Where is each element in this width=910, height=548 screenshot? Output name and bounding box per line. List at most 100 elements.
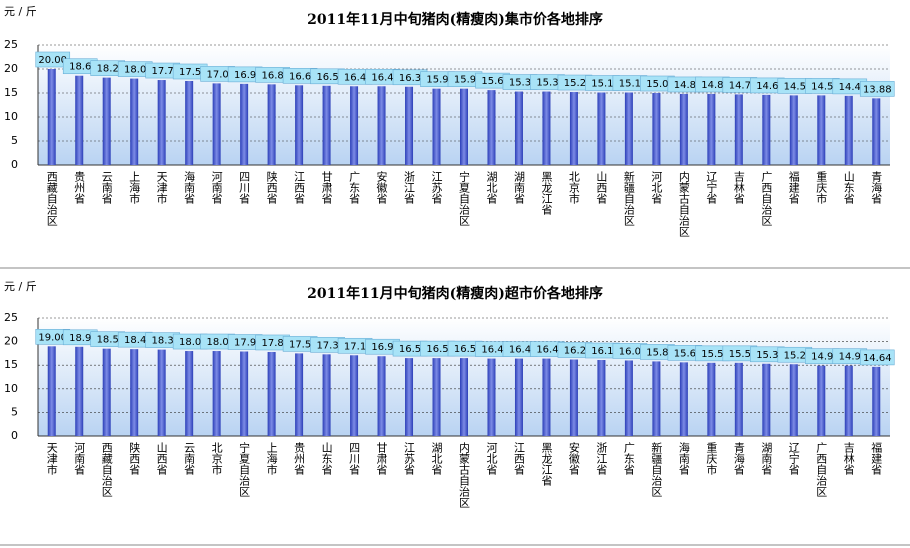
- bar: [762, 363, 771, 436]
- value-label: 15.5: [701, 349, 723, 360]
- value-label: 17.3: [316, 340, 338, 351]
- x-tick-label: 江西省: [293, 171, 306, 205]
- value-label: 16.4: [371, 72, 393, 83]
- bar: [652, 93, 661, 165]
- x-tick-label: 西藏自治区: [45, 171, 58, 226]
- value-label: 14.5: [784, 81, 806, 92]
- bar: [734, 362, 743, 436]
- y-axis-label: 元 / 斤: [4, 5, 37, 18]
- value-label: 14.5: [811, 81, 833, 92]
- value-label: 13.88: [863, 84, 892, 95]
- x-tick-label: 甘肃省: [320, 171, 333, 205]
- value-label: 17.9: [234, 338, 256, 349]
- bar: [569, 92, 578, 165]
- bar: [377, 356, 386, 436]
- x-tick-label: 四川省: [238, 171, 251, 205]
- chart-title: 2011年11月中旬猪肉(精瘦肉)超市价各地排序: [307, 285, 603, 302]
- bar: [432, 88, 441, 165]
- x-tick-label: 河南省: [210, 171, 223, 205]
- value-label: 18.6: [69, 62, 91, 73]
- bar: [844, 95, 853, 165]
- x-tick-label: 宁夏自治区: [458, 170, 471, 226]
- y-tick-label: 20: [4, 62, 18, 75]
- bar: [322, 85, 331, 165]
- bar: [377, 86, 386, 165]
- value-label: 14.64: [863, 353, 892, 364]
- bar: [707, 362, 716, 436]
- x-tick-label: 北京市: [567, 171, 580, 205]
- value-label: 14.6: [756, 81, 778, 92]
- value-label: 18.3: [152, 336, 174, 347]
- value-label: 14.7: [729, 80, 751, 91]
- x-tick-label: 新疆自治区: [622, 170, 635, 226]
- value-label: 15.8: [646, 347, 668, 358]
- y-tick-label: 10: [4, 382, 18, 395]
- x-tick-label: 浙江省: [403, 171, 416, 205]
- x-tick-label: 天津市: [45, 442, 58, 476]
- value-label: 15.3: [509, 78, 531, 89]
- value-label: 16.9: [371, 342, 393, 353]
- bar: [130, 349, 139, 436]
- value-label: 16.4: [344, 72, 366, 83]
- bar: [240, 83, 249, 165]
- value-label: 17.7: [152, 66, 174, 77]
- bar: [652, 361, 661, 436]
- value-label: 17.5: [179, 67, 201, 78]
- value-label: 16.5: [316, 72, 338, 83]
- x-tick-label: 内蒙古自治区: [677, 170, 690, 237]
- value-label: 14.9: [811, 352, 833, 363]
- x-tick-label: 浙江省: [595, 442, 608, 476]
- bar: [432, 358, 441, 436]
- value-label: 15.3: [756, 350, 778, 361]
- x-tick-label: 上海市: [128, 171, 141, 205]
- value-label: 14.8: [674, 80, 696, 91]
- y-tick-label: 5: [11, 405, 18, 418]
- bar: [597, 360, 606, 436]
- x-tick-label: 甘肃省: [375, 442, 388, 476]
- x-tick-label: 北京市: [210, 442, 223, 476]
- x-tick-label: 内蒙古自治区: [458, 441, 471, 508]
- value-label: 15.3: [536, 78, 558, 89]
- x-tick-label: 广东省: [622, 442, 635, 476]
- x-tick-label: 河南省: [73, 442, 86, 476]
- x-tick-label: 湖南省: [512, 171, 525, 205]
- bar: [734, 94, 743, 165]
- bar: [679, 93, 688, 165]
- value-label: 16.8: [261, 70, 283, 81]
- value-label: 18.0: [124, 65, 146, 76]
- value-label: 16.4: [481, 345, 503, 356]
- bar: [679, 362, 688, 436]
- bar: [405, 86, 414, 165]
- bar: [102, 77, 111, 165]
- bar: [267, 84, 276, 165]
- value-label: 15.1: [591, 79, 613, 90]
- x-tick-label: 福建省: [787, 170, 800, 205]
- x-tick-label: 江苏省: [430, 171, 443, 205]
- bar: [460, 88, 468, 165]
- x-tick-label: 重庆市: [815, 170, 828, 205]
- x-tick-label: 安徽省: [567, 441, 580, 476]
- y-tick-label: 15: [4, 86, 18, 99]
- bar: [47, 346, 56, 436]
- y-tick-label: 10: [4, 110, 18, 123]
- x-tick-label: 安徽省: [375, 170, 388, 205]
- bar: [157, 349, 166, 436]
- x-tick-label: 云南省: [183, 442, 196, 476]
- x-tick-label: 吉林省: [842, 442, 855, 476]
- bar: [487, 358, 496, 436]
- bar: [514, 358, 523, 436]
- bar: [295, 85, 304, 165]
- x-tick-label: 山西省: [155, 442, 168, 476]
- x-tick-label: 福建省: [870, 441, 883, 476]
- bar: [157, 80, 166, 165]
- value-label: 19.00: [38, 332, 67, 343]
- x-tick-label: 云南省: [100, 171, 113, 205]
- value-label: 16.1: [591, 346, 613, 357]
- value-label: 17.0: [207, 69, 229, 80]
- value-label: 17.5: [289, 339, 311, 350]
- y-tick-label: 25: [4, 311, 18, 324]
- y-tick-label: 0: [11, 158, 18, 171]
- bar: [322, 354, 331, 436]
- x-tick-label: 海南省: [677, 441, 690, 476]
